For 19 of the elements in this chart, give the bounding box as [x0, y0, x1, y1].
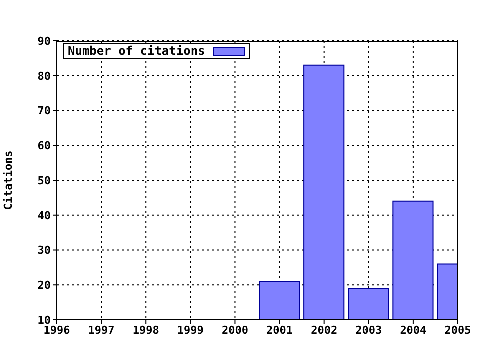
x-tick-label: 2001: [266, 324, 294, 337]
x-tick-label: 2005: [444, 324, 472, 337]
y-tick-label: 20: [38, 279, 51, 292]
y-tick-label: 70: [38, 104, 51, 118]
x-tick-label: 1999: [177, 324, 204, 337]
y-tick-label: 60: [38, 140, 51, 153]
y-tick-label: 50: [38, 174, 51, 188]
legend-label: Number of citations: [68, 44, 206, 58]
x-tick-label: 1998: [132, 324, 160, 337]
y-tick-label: 90: [38, 34, 51, 48]
x-tick-label: 2000: [222, 324, 248, 337]
x-tick-label: 2002: [311, 324, 338, 337]
y-tick-label: 80: [38, 70, 51, 83]
y-tick-label: 30: [38, 244, 51, 258]
y-tick-label: 40: [38, 209, 51, 222]
x-tick-label: 2003: [356, 324, 382, 337]
x-tick-label: 1997: [88, 324, 115, 337]
x-tick-label: 2004: [400, 324, 428, 337]
y-axis-title: Citations: [2, 150, 15, 210]
